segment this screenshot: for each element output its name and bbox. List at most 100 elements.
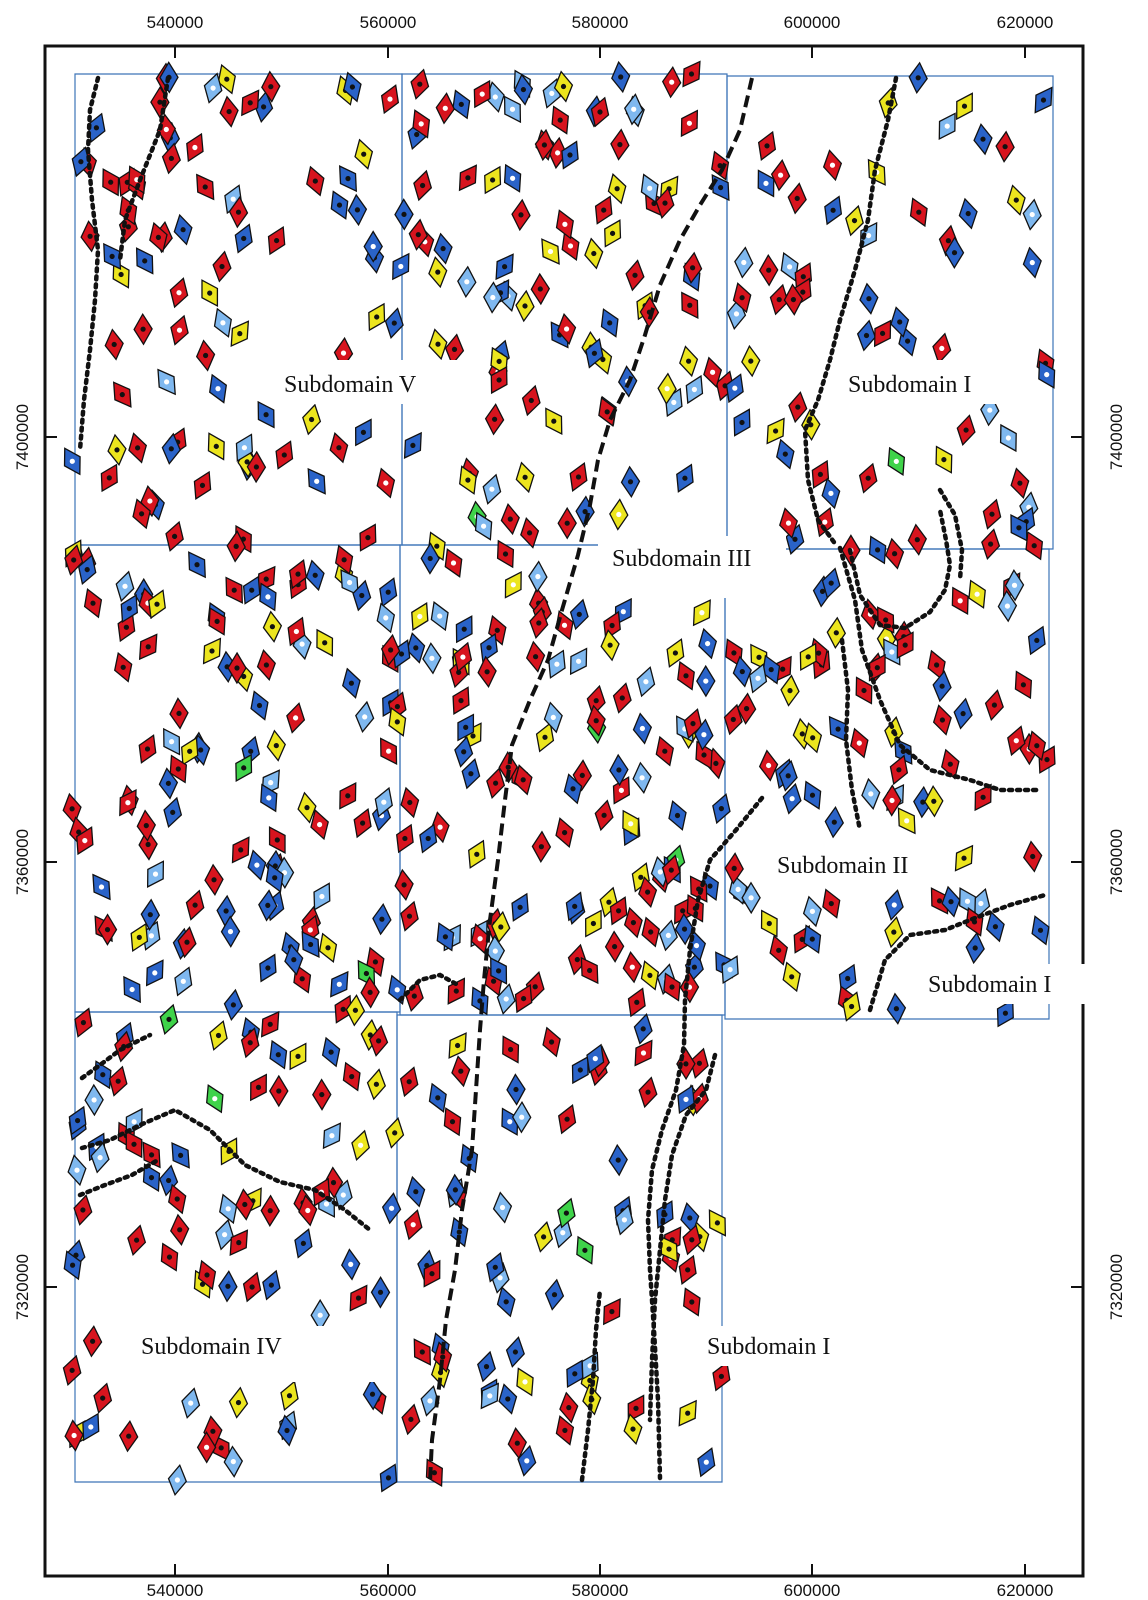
diamond-marker-icon bbox=[403, 1209, 423, 1241]
diamond-center-dot bbox=[632, 272, 638, 278]
diamond-center-dot bbox=[275, 1052, 281, 1058]
diamond-center-dot bbox=[120, 664, 126, 670]
diamond-center-dot bbox=[210, 1428, 216, 1434]
diamond-center-dot bbox=[916, 209, 922, 215]
diamond-center-dot bbox=[90, 600, 96, 606]
diamond-center-dot bbox=[1034, 637, 1040, 644]
diamond-center-dot bbox=[800, 289, 806, 295]
diamond-center-dot bbox=[629, 964, 635, 970]
diamond-center-dot bbox=[464, 279, 470, 285]
diamond-center-dot bbox=[643, 679, 649, 685]
diamond-center-dot bbox=[833, 630, 839, 636]
diamond-center-dot bbox=[168, 155, 174, 161]
diamond-marker-icon bbox=[322, 1122, 342, 1150]
diamond-center-dot bbox=[486, 645, 492, 651]
diamond-marker-icon bbox=[609, 896, 628, 926]
diamond-center-dot bbox=[551, 1292, 558, 1298]
diamond-marker-icon bbox=[381, 1192, 402, 1225]
diamond-marker-icon bbox=[803, 780, 822, 810]
diamond-center-dot bbox=[628, 821, 634, 827]
diamond-center-dot bbox=[526, 530, 533, 536]
diamond-marker-icon bbox=[883, 638, 901, 666]
diamond-marker-icon bbox=[600, 629, 620, 662]
diamond-marker-icon bbox=[741, 881, 761, 915]
diamond-center-dot bbox=[931, 798, 937, 804]
diamond-marker-icon bbox=[534, 128, 555, 162]
diamond-center-dot bbox=[451, 346, 458, 352]
diamond-marker-icon bbox=[208, 607, 226, 636]
diamond-center-dot bbox=[274, 238, 280, 244]
region-label-text: Subdomain V bbox=[284, 372, 417, 398]
diamond-center-dot bbox=[941, 457, 947, 463]
diamond-center-dot bbox=[537, 286, 543, 292]
diamond-center-dot bbox=[272, 875, 278, 881]
diamond-marker-icon bbox=[262, 610, 283, 643]
diamond-center-dot bbox=[78, 159, 84, 165]
diamond-center-dot bbox=[461, 626, 467, 632]
diamond-marker-icon bbox=[482, 473, 502, 505]
diamond-center-dot bbox=[819, 588, 826, 595]
diamond-marker-icon bbox=[423, 1259, 441, 1288]
diamond-center-dot bbox=[735, 886, 741, 893]
diamond-center-dot bbox=[633, 1405, 639, 1412]
diamond-marker-icon bbox=[938, 112, 956, 141]
diamond-marker-icon bbox=[158, 767, 179, 800]
diamond-center-dot bbox=[198, 747, 204, 753]
diamond-marker-icon bbox=[185, 889, 205, 921]
diamond-marker-icon bbox=[544, 1278, 565, 1311]
diamond-center-dot bbox=[561, 622, 568, 628]
diamond-marker-icon bbox=[600, 308, 619, 338]
diamond-center-dot bbox=[87, 233, 93, 239]
diamond-center-dot bbox=[591, 250, 597, 257]
diamond-center-dot bbox=[604, 409, 610, 415]
diamond-marker-icon bbox=[609, 498, 629, 531]
diamond-marker-icon bbox=[638, 876, 658, 908]
diamond-center-dot bbox=[452, 1187, 458, 1193]
diamond-marker-icon bbox=[394, 198, 414, 231]
diamond-marker-icon bbox=[68, 1105, 87, 1136]
diamond-center-dot bbox=[440, 1354, 446, 1360]
diamond-center-dot bbox=[520, 777, 526, 783]
diamond-marker-icon bbox=[677, 1084, 695, 1115]
diamond-marker-icon bbox=[708, 1209, 727, 1237]
diamond-marker-icon bbox=[492, 1191, 513, 1224]
diamond-marker-icon bbox=[609, 753, 629, 787]
diamond-marker-icon bbox=[170, 314, 189, 346]
diamond-center-dot bbox=[479, 91, 485, 97]
x-axis-top: 540000 560000 580000 600000 620000 bbox=[147, 13, 1054, 32]
diamond-center-dot bbox=[361, 151, 367, 157]
diamond-center-dot bbox=[470, 733, 476, 739]
diamond-center-dot bbox=[549, 90, 555, 97]
diamond-center-dot bbox=[866, 296, 872, 302]
diamond-center-dot bbox=[360, 429, 366, 435]
diamond-center-dot bbox=[828, 580, 834, 586]
diamond-marker-icon bbox=[477, 655, 497, 688]
diamond-marker-icon bbox=[636, 666, 656, 698]
diamond-center-dot bbox=[309, 416, 315, 423]
diamond-marker-icon bbox=[280, 1380, 299, 1412]
diamond-center-dot bbox=[1037, 927, 1044, 933]
diamond-center-dot bbox=[417, 81, 423, 87]
diamond-center-dot bbox=[616, 767, 622, 773]
diamond-marker-icon bbox=[757, 169, 775, 198]
diamond-marker-icon bbox=[340, 1248, 361, 1281]
diamond-marker-icon bbox=[776, 438, 795, 470]
diamond-center-dot bbox=[363, 970, 369, 977]
diamond-center-dot bbox=[84, 566, 90, 573]
diamond-marker-icon bbox=[338, 165, 358, 193]
diamond-marker-icon bbox=[974, 783, 992, 812]
diamond-marker-icon bbox=[712, 1361, 731, 1392]
diamond-center-dot bbox=[889, 797, 895, 804]
diamond-marker-icon bbox=[64, 544, 84, 576]
diamond-center-dot bbox=[219, 263, 225, 270]
diamond-marker-icon bbox=[886, 992, 907, 1025]
diamond-marker-icon bbox=[632, 712, 653, 745]
diamond-marker-icon bbox=[329, 432, 349, 464]
diamond-marker-icon bbox=[498, 1383, 518, 1415]
diamond-center-dot bbox=[420, 182, 426, 189]
diamond-center-dot bbox=[89, 1338, 96, 1344]
diamond-marker-icon bbox=[525, 640, 546, 673]
diamond-marker-icon bbox=[703, 356, 723, 389]
diamond-center-dot bbox=[125, 800, 131, 806]
diamond-center-dot bbox=[980, 136, 986, 142]
